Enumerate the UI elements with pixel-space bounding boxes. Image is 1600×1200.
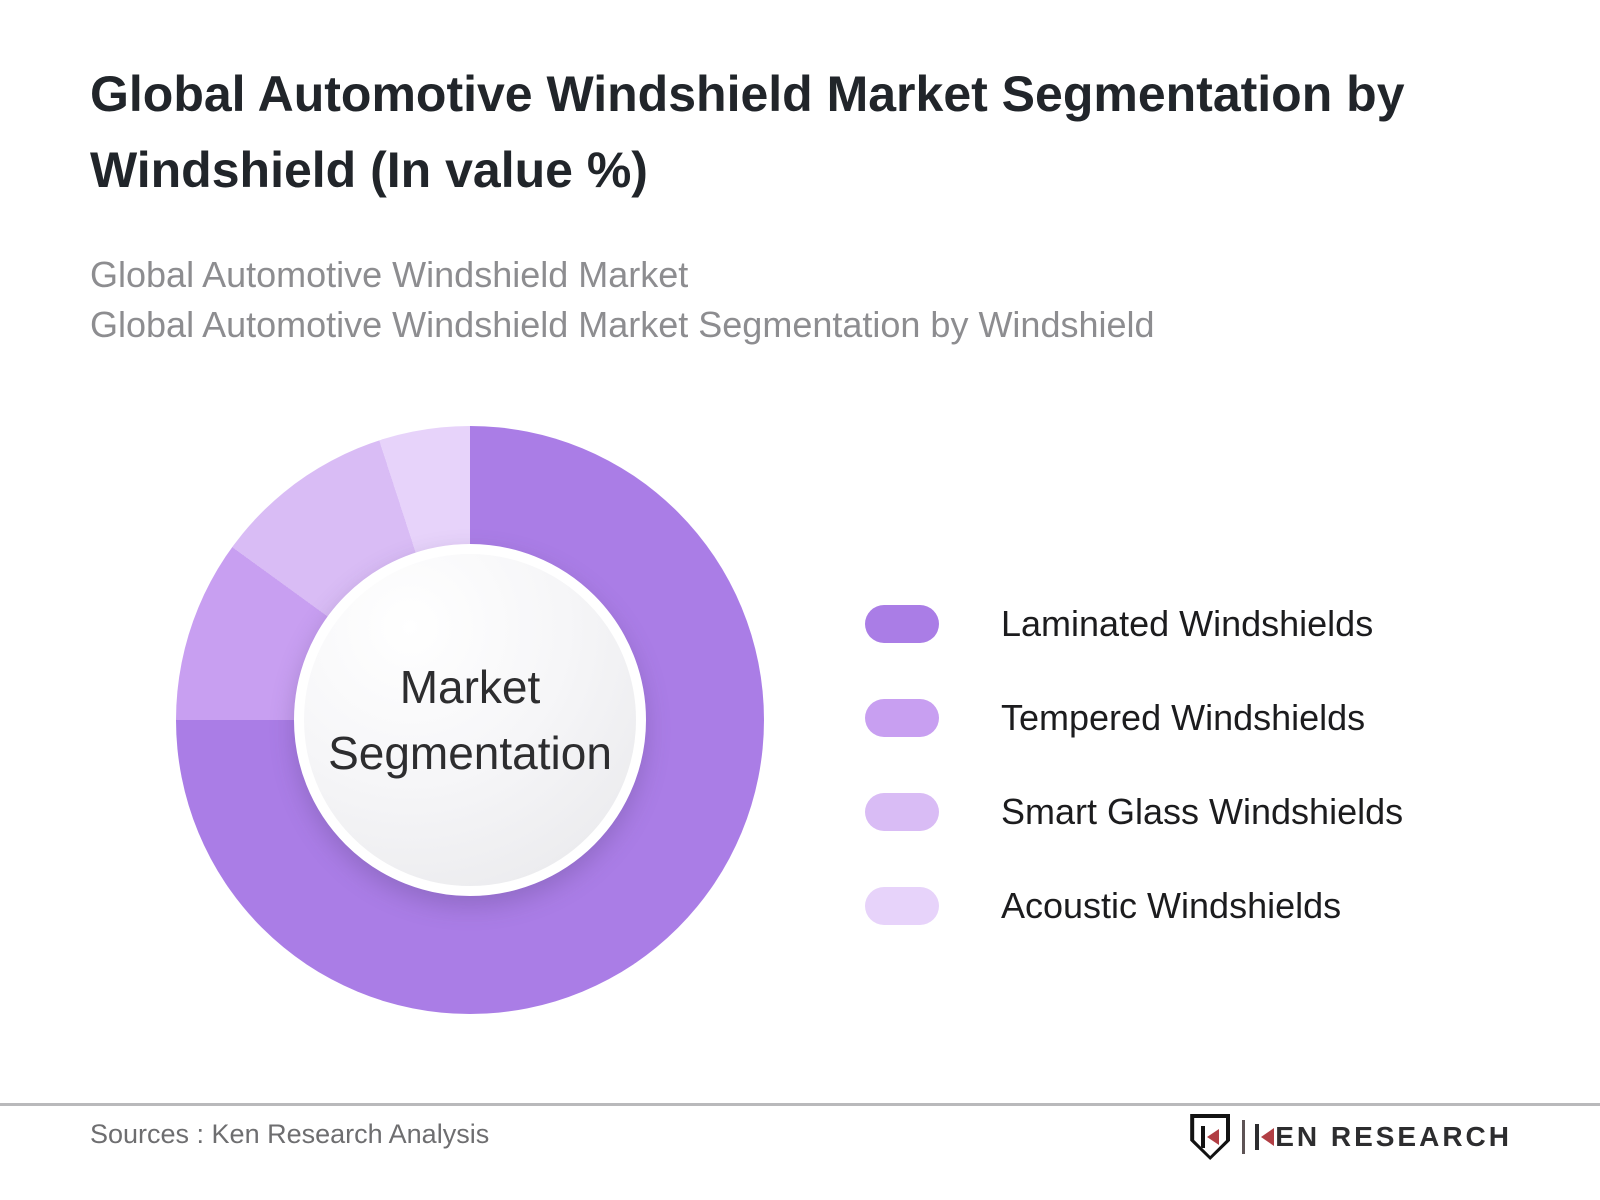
legend-item-smart-glass: Smart Glass Windshields — [865, 791, 1404, 832]
donut-center-label-line-1: Market — [399, 661, 541, 713]
legend-label: Laminated Windshields — [1001, 603, 1374, 644]
shield-k-icon — [1190, 1114, 1231, 1160]
shield-k-stem — [1201, 1126, 1206, 1148]
donut-center-label: Market Segmentation — [328, 654, 612, 786]
legend-swatch-tempered — [865, 699, 939, 737]
page-title-line-2: Windshield (In value %) — [90, 142, 648, 198]
sources-note: Sources : Ken Research Analysis — [90, 1119, 490, 1149]
legend-item-tempered: Tempered Windshields — [865, 697, 1403, 738]
legend-label: Acoustic Windshields — [1001, 885, 1342, 926]
shield-k-arrow — [1207, 1129, 1220, 1145]
logo-separator — [1242, 1120, 1246, 1154]
donut-chart: Market Segmentation — [176, 426, 764, 1014]
legend-swatch-laminated — [865, 605, 939, 643]
wordmark-text: EN RESEARCH — [1275, 1121, 1512, 1152]
subtitle-line-2: Global Automotive Windshield Market Segm… — [90, 304, 1155, 345]
legend-item-acoustic: Acoustic Windshields — [865, 885, 1403, 926]
wordmark-k-stem — [1255, 1124, 1260, 1150]
subtitle: Global Automotive Windshield Market Glob… — [90, 250, 1510, 350]
subtitle-line-1: Global Automotive Windshield Market — [90, 254, 689, 295]
page-title-line-1: Global Automotive Windshield Market Segm… — [90, 66, 1405, 122]
legend-label: Tempered Windshields — [1001, 697, 1366, 738]
chart-legend: Laminated Windshields Tempered Windshiel… — [865, 603, 1404, 981]
logo-wordmark: EN RESEARCH — [1255, 1121, 1512, 1153]
shield-k-icon-inner — [1194, 1118, 1227, 1156]
legend-swatch-smart-glass — [865, 793, 939, 831]
page-title: Global Automotive Windshield Market Segm… — [90, 56, 1510, 208]
wordmark-k-arrow — [1261, 1128, 1275, 1146]
donut-center: Market Segmentation — [294, 544, 646, 896]
donut-center-label-line-2: Segmentation — [328, 727, 612, 779]
legend-label: Smart Glass Windshields — [1001, 791, 1404, 832]
legend-swatch-acoustic — [865, 887, 939, 925]
legend-item-laminated: Laminated Windshields — [865, 603, 1403, 644]
ken-research-logo: EN RESEARCH — [1190, 1113, 1512, 1161]
footer-divider — [0, 1103, 1600, 1106]
